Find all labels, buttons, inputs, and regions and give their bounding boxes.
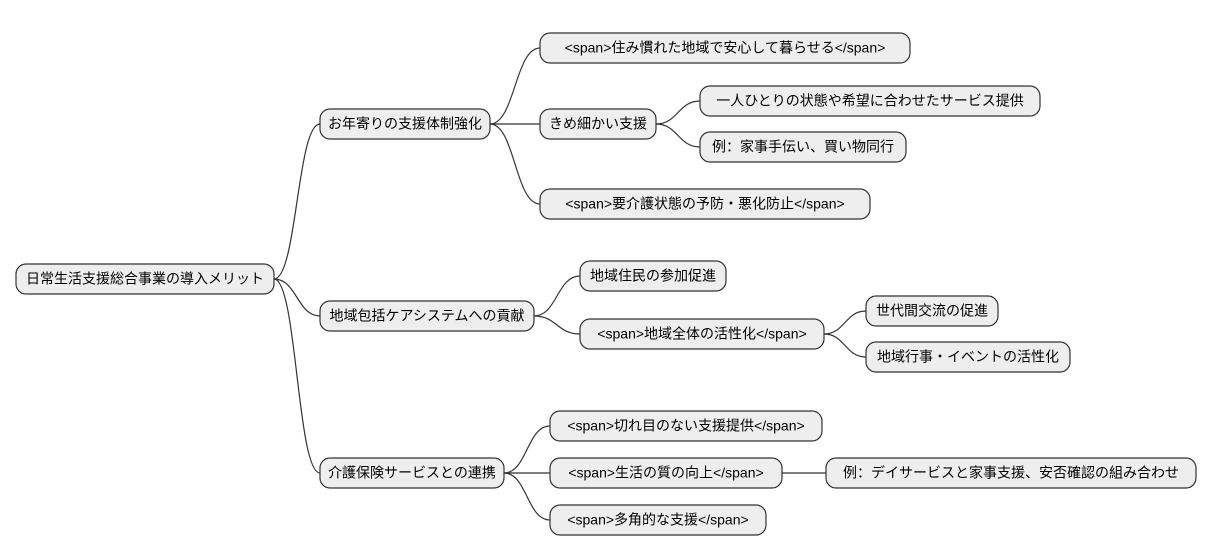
edge xyxy=(274,124,320,279)
edge xyxy=(504,426,550,473)
node-label: 例：デイサービスと家事支援、安否確認の組み合わせ xyxy=(843,465,1179,481)
node-label: 地域包括ケアシステムへの貢献 xyxy=(329,308,524,324)
tree-node: 地域行事・イベントの活性化 xyxy=(866,342,1070,372)
tree-node: <span>切れ目のない支援提供</span> xyxy=(550,411,822,441)
tree-node: お年寄りの支援体制強化 xyxy=(320,109,490,139)
tree-node: 地域包括ケアシステムへの貢献 xyxy=(320,301,534,331)
node-label: <span>生活の質の向上</span> xyxy=(568,465,763,481)
tree-node: <span>多角的な支援</span> xyxy=(550,505,766,535)
tree-node: <span>要介護状態の予防・悪化防止</span> xyxy=(540,189,870,219)
tree-node: 例：デイサービスと家事支援、安否確認の組み合わせ xyxy=(826,458,1196,488)
node-label: 例：家事手伝い、買い物同行 xyxy=(712,139,894,155)
tree-node: <span>生活の質の向上</span> xyxy=(550,458,782,488)
edge xyxy=(274,279,320,473)
tree-node: きめ細かい支援 xyxy=(540,109,656,139)
node-label: <span>住み慣れた地域で安心して暮らせる</span> xyxy=(565,40,886,56)
tree-node: <span>地域全体の活性化</span> xyxy=(580,319,824,349)
tree-node: <span>住み慣れた地域で安心して暮らせる</span> xyxy=(540,33,910,63)
edge xyxy=(504,473,550,520)
node-label: 一人ひとりの状態や希望に合わせたサービス提供 xyxy=(716,93,1024,109)
node-label: <span>地域全体の活性化</span> xyxy=(597,326,806,342)
tree-node: 地域住民の参加促進 xyxy=(580,261,726,291)
node-label: 日常生活支援総合事業の導入メリット xyxy=(26,271,264,287)
mindmap-diagram: 日常生活支援総合事業の導入メリット お年寄りの支援体制強化地域包括ケアシステムへの… xyxy=(0,0,1209,555)
edge xyxy=(490,124,540,204)
tree-node: 一人ひとりの状態や希望に合わせたサービス提供 xyxy=(700,86,1040,116)
tree-node: 例：家事手伝い、買い物同行 xyxy=(700,132,906,162)
edge xyxy=(534,276,580,316)
node-label: <span>多角的な支援</span> xyxy=(567,512,748,528)
edge xyxy=(490,48,540,124)
edge xyxy=(824,334,866,357)
node-label: <span>切れ目のない支援提供</span> xyxy=(567,418,804,434)
node-label: 介護保険サービスとの連携 xyxy=(328,465,496,481)
nodes-layer: 日常生活支援総合事業の導入メリット お年寄りの支援体制強化地域包括ケアシステムへの… xyxy=(16,33,1196,535)
node-label: 世代間交流の促進 xyxy=(876,303,988,319)
node-label: お年寄りの支援体制強化 xyxy=(328,116,482,132)
node-label: <span>要介護状態の予防・悪化防止</span> xyxy=(565,196,844,212)
edge xyxy=(824,311,866,334)
node-label: 地域住民の参加促進 xyxy=(590,268,716,284)
tree-node: 介護保険サービスとの連携 xyxy=(320,458,504,488)
tree-node: 世代間交流の促進 xyxy=(866,296,998,326)
edge xyxy=(534,316,580,334)
edge xyxy=(656,101,700,124)
edge xyxy=(274,279,320,316)
node-label: 地域行事・イベントの活性化 xyxy=(877,349,1059,365)
edge xyxy=(656,124,700,147)
node-label: きめ細かい支援 xyxy=(549,116,647,132)
tree-node: 日常生活支援総合事業の導入メリット xyxy=(16,264,274,294)
